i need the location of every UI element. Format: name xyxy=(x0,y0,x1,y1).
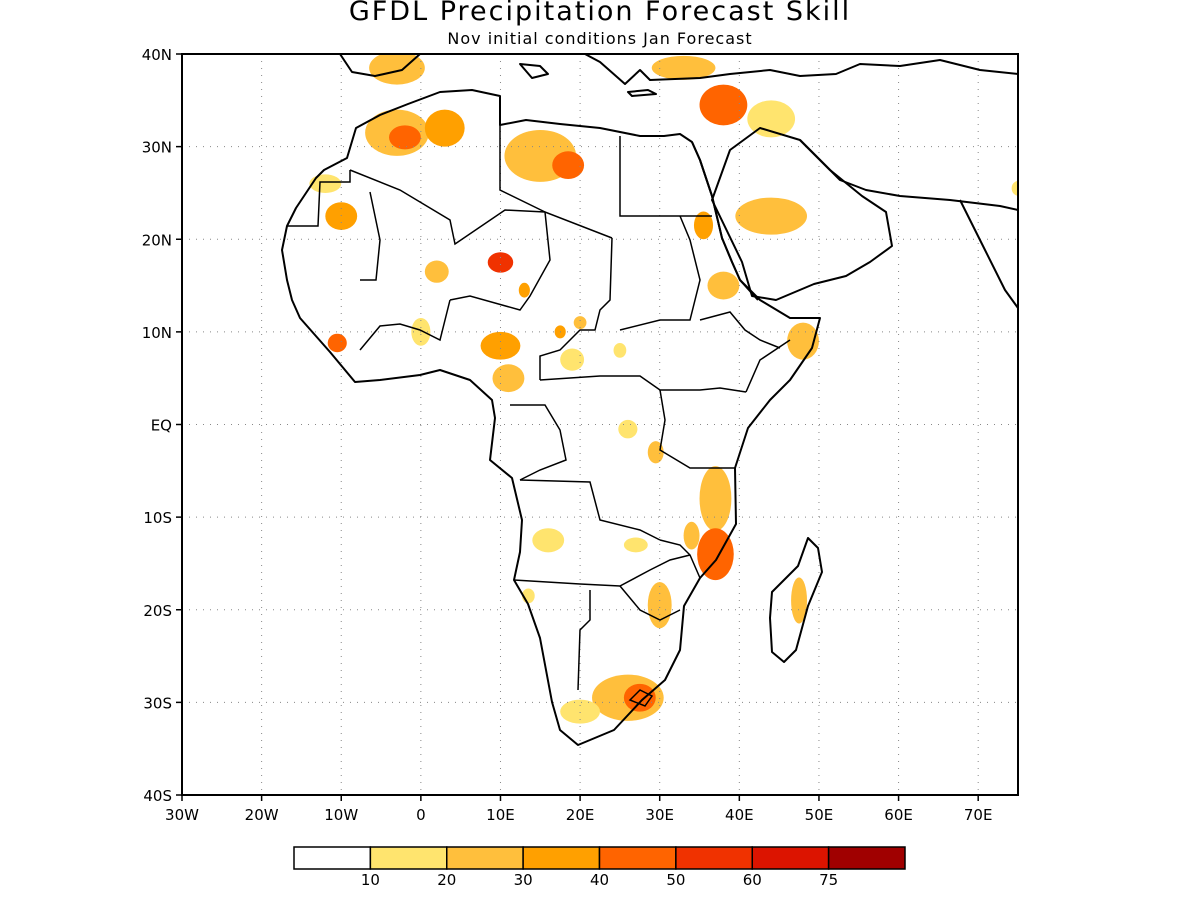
skill-patch-19 xyxy=(560,348,585,371)
skill-patch-38 xyxy=(560,699,600,724)
lon-label-40E: 40E xyxy=(725,806,754,824)
skill-patch-5 xyxy=(552,151,585,180)
map-title: GFDL Precipitation Forecast Skill xyxy=(348,0,852,27)
lat-label-20S: 20S xyxy=(143,602,172,620)
skill-patch-14 xyxy=(735,197,808,235)
skill-patch-12 xyxy=(518,282,530,298)
lat-label-40S: 40S xyxy=(143,787,172,805)
skill-patch-6 xyxy=(699,84,748,126)
skill-patch-11 xyxy=(487,252,514,273)
iran-coastline xyxy=(799,139,1018,211)
colorbar-label-60: 60 xyxy=(743,871,762,889)
skill-patch-37 xyxy=(623,683,656,712)
lon-label-50E: 50E xyxy=(805,806,834,824)
lat-label-30S: 30S xyxy=(143,694,172,712)
north-coastline xyxy=(339,54,1018,85)
skill-patch-13 xyxy=(424,260,449,283)
map-subtitle: Nov initial conditions Jan Forecast xyxy=(447,29,753,48)
colorbar-label-40: 40 xyxy=(590,871,609,889)
lon-label-20E: 20E xyxy=(566,806,595,824)
lat-label-40N: 40N xyxy=(142,46,172,64)
lon-label-0: 0 xyxy=(416,806,426,824)
colorbar: 10 20 30 40 50 60 75 xyxy=(293,846,906,889)
skill-patch-10 xyxy=(309,174,342,193)
lon-label-60E: 60E xyxy=(884,806,913,824)
sicily-coastline xyxy=(519,63,549,79)
colorbar-swatch-0 xyxy=(293,846,372,870)
skill-patch-16 xyxy=(707,271,740,300)
colorbar-label-10: 10 xyxy=(361,871,380,889)
lon-label-20W: 20W xyxy=(245,806,279,824)
africa-coastline xyxy=(281,89,821,746)
crete-coastline xyxy=(627,89,657,97)
skill-patch-2 xyxy=(389,125,421,150)
lon-label-10W: 10W xyxy=(324,806,358,824)
skill-patch-29 xyxy=(697,528,734,581)
lon-label-30E: 30E xyxy=(645,806,674,824)
red-sea-coastline xyxy=(691,141,759,301)
coastline-layer xyxy=(281,54,1018,746)
madagascar-coastline xyxy=(769,537,823,663)
lon-label-30W: 30W xyxy=(165,806,199,824)
colorbar-swatch-2 xyxy=(446,846,524,870)
colorbar-swatch-4 xyxy=(598,846,677,870)
skill-patch-31 xyxy=(532,528,565,553)
lon-label-10E: 10E xyxy=(486,806,515,824)
colorbar-label-30: 30 xyxy=(514,871,533,889)
country-borders xyxy=(287,125,791,707)
colorbar-swatch-1 xyxy=(369,846,448,870)
lat-label-20N: 20N xyxy=(142,231,172,249)
skill-patch-35 xyxy=(791,577,808,624)
skill-patch-7 xyxy=(651,55,716,80)
lat-label-10S: 10S xyxy=(143,509,172,527)
skill-patch-28 xyxy=(699,466,732,532)
skill-patch-23 xyxy=(327,333,347,353)
lon-label-70E: 70E xyxy=(964,806,993,824)
colorbar-label-75: 75 xyxy=(819,871,838,889)
skill-patch-39 xyxy=(1011,180,1018,196)
skill-shading-layer xyxy=(309,54,1018,724)
skill-patch-15 xyxy=(693,211,714,240)
colorbar-label-50: 50 xyxy=(666,871,685,889)
skill-patch-32 xyxy=(623,537,648,553)
skill-patch-21 xyxy=(573,316,587,330)
arabia-coastline xyxy=(711,127,893,301)
colorbar-swatch-3 xyxy=(522,846,601,870)
colorbar-swatch-5 xyxy=(675,846,753,870)
skill-patch-30 xyxy=(683,521,700,550)
india-coastline xyxy=(959,199,1018,309)
colorbar-swatch-6 xyxy=(751,846,830,870)
colorbar-label-20: 20 xyxy=(437,871,456,889)
colorbar-swatch-7 xyxy=(827,846,906,870)
lat-label-30N: 30N xyxy=(142,139,172,157)
skill-patch-22 xyxy=(613,342,627,358)
skill-patch-17 xyxy=(480,331,521,360)
skill-patch-3 xyxy=(424,109,465,147)
skill-patch-18 xyxy=(492,364,525,393)
lat-label-10N: 10N xyxy=(142,324,172,342)
skill-patch-9 xyxy=(325,202,358,230)
lat-label-EQ: EQ xyxy=(151,417,172,435)
skill-patch-26 xyxy=(618,419,638,439)
